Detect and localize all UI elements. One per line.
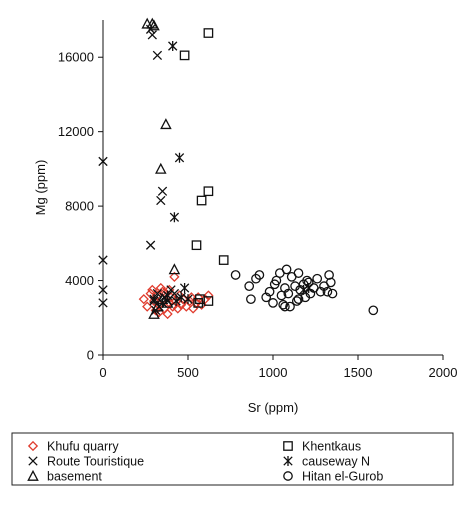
data-point [283,288,294,299]
data-point [145,240,156,250]
data-points [98,17,379,320]
data-point [325,277,336,288]
data-point [196,195,207,206]
data-point [199,294,211,305]
data-point [157,186,168,196]
series-x [98,24,180,315]
legend-box [11,432,454,486]
data-point [162,290,173,301]
data-point [191,240,202,251]
x-tick-label: 1500 [344,365,373,380]
x-tick-label: 500 [177,365,199,380]
legend-marker [283,456,293,466]
series-square [179,28,229,308]
legend-marker [283,441,293,451]
data-point [312,273,323,284]
data-point [169,271,180,282]
y-tick-label: 4000 [65,273,94,288]
data-point [322,286,333,297]
data-point [148,19,160,31]
x-tick-label: 0 [99,365,106,380]
data-point [278,299,289,310]
legend-label: Khentkaus [302,440,361,454]
data-point [230,270,241,280]
data-point [138,294,149,305]
series-triangle [141,17,181,319]
x-tick-label: 2000 [429,365,458,380]
data-point [368,305,379,316]
data-point [285,301,295,312]
data-point [193,298,204,308]
data-point [174,152,185,163]
data-point [152,50,163,61]
data-point [264,286,275,297]
data-point [179,283,190,293]
series-circle [230,264,379,316]
data-point [160,118,172,130]
data-point [169,212,180,223]
legend-label: basement [47,470,102,484]
data-point [303,277,314,288]
data-point [203,28,214,38]
data-point [324,270,334,280]
data-point [162,308,173,320]
data-point [155,162,167,174]
data-point [280,301,290,312]
y-tick-label: 0 [87,348,94,363]
data-point [157,297,168,308]
data-point [293,294,304,305]
data-point [98,298,108,308]
legend-marker [28,456,38,466]
data-point [147,284,158,295]
legend-label: Hitan el-Gurob [302,470,383,484]
data-point [281,264,292,275]
data-point [218,255,229,265]
y-axis-title: Mg (ppm) [33,160,48,216]
data-point [149,294,159,305]
y-tick-label: 16000 [58,50,94,65]
legend-label: Khufu quarry [47,440,119,454]
legend-marker [283,471,293,481]
legend-label: causeway N [302,455,370,469]
data-point [203,186,214,197]
data-point [147,30,157,40]
data-point [171,296,181,307]
x-axis-title: Sr (ppm) [248,400,299,415]
data-point [161,296,174,308]
y-tick-label: 8000 [65,199,94,214]
series-asterisk [149,41,314,308]
data-point [179,50,190,61]
data-point [203,290,214,301]
data-point [176,292,186,303]
axes: 0 4000 8000 12000 16000 0 500 1000 1500 2000 [58,20,458,380]
data-point [203,296,214,306]
legend-label: Route Touristique [47,455,144,469]
data-point [246,294,256,305]
y-tick-label: 12000 [58,124,94,139]
data-point [168,41,178,52]
data-point [291,296,302,306]
data-point [169,288,180,299]
data-point [172,303,183,314]
data-point [244,281,255,291]
data-point [98,285,108,295]
data-point [155,282,166,294]
data-point [98,255,108,265]
x-tick-label: 1000 [259,365,288,380]
data-point [183,294,193,305]
legend-marker [27,440,39,452]
data-point [148,307,160,319]
data-point [293,268,304,278]
legend-marker [27,469,39,481]
data-point [327,288,338,299]
data-point [156,195,166,206]
data-point [268,298,278,308]
data-point [254,270,265,280]
data-point [302,275,312,286]
data-point [98,156,108,167]
data-point [168,263,181,275]
